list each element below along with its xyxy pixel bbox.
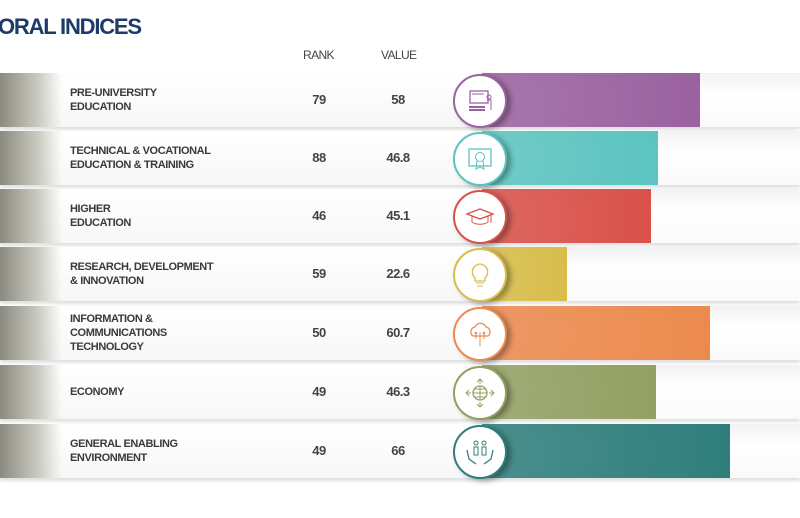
bar xyxy=(482,189,652,243)
row-value: 66 xyxy=(391,443,405,458)
bar xyxy=(482,306,710,360)
row-photo xyxy=(0,306,62,360)
row-rank: 46 xyxy=(312,208,326,223)
cloud-circuit-icon xyxy=(453,307,507,361)
hands-people-icon xyxy=(453,425,507,479)
row-rank: 88 xyxy=(312,150,326,165)
page-title: ORAL INDICES xyxy=(0,14,142,39)
index-row: PRE-UNIVERSITY EDUCATION 79 58 xyxy=(0,73,800,128)
row-photo xyxy=(0,189,62,243)
lightbulb-icon xyxy=(453,248,507,302)
index-row: GENERAL ENABLING ENVIRONMENT 49 66 xyxy=(0,424,800,479)
graduation-cap-icon xyxy=(453,190,507,244)
row-value: 45.1 xyxy=(386,208,410,223)
row-label: HIGHER EDUCATION xyxy=(70,203,131,229)
row-photo xyxy=(0,131,62,185)
index-row: TECHNICAL & VOCATIONAL EDUCATION & TRAIN… xyxy=(0,131,800,186)
bar xyxy=(482,131,658,185)
row-value: 60.7 xyxy=(386,325,410,340)
row-rank: 59 xyxy=(312,266,326,281)
index-row: ECONOMY 49 46.3 xyxy=(0,365,800,420)
row-value: 22.6 xyxy=(386,266,410,281)
index-row: RESEARCH, DEVELOPMENT & INNOVATION 59 22… xyxy=(0,247,800,302)
row-label: INFORMATION & COMMUNICATIONS TECHNOLOGY xyxy=(70,313,167,353)
bar xyxy=(482,73,700,127)
row-rank: 49 xyxy=(312,384,326,399)
index-row: INFORMATION & COMMUNICATIONS TECHNOLOGY … xyxy=(0,306,800,361)
row-value: 58 xyxy=(391,92,405,107)
row-label: GENERAL ENABLING ENVIRONMENT xyxy=(70,438,178,464)
bar xyxy=(482,365,656,419)
row-label: TECHNICAL & VOCATIONAL EDUCATION & TRAIN… xyxy=(70,145,211,171)
row-label: RESEARCH, DEVELOPMENT & INNOVATION xyxy=(70,261,214,287)
row-rank: 50 xyxy=(312,325,326,340)
row-photo xyxy=(0,73,62,127)
classroom-icon xyxy=(453,74,507,128)
row-label: PRE-UNIVERSITY EDUCATION xyxy=(70,87,157,113)
row-photo xyxy=(0,365,62,419)
row-photo xyxy=(0,424,62,478)
row-label: ECONOMY xyxy=(70,386,125,398)
row-value: 46.3 xyxy=(386,384,410,399)
rank-header: RANK xyxy=(303,48,335,62)
index-row: HIGHER EDUCATION 46 45.1 xyxy=(0,189,800,244)
certificate-icon xyxy=(453,132,507,186)
bar xyxy=(482,424,730,478)
row-photo xyxy=(0,247,62,301)
row-rank: 79 xyxy=(312,92,326,107)
value-header: VALUE xyxy=(381,48,417,62)
globe-arrows-icon xyxy=(453,366,507,420)
row-value: 46.8 xyxy=(386,150,410,165)
row-rank: 49 xyxy=(312,443,326,458)
